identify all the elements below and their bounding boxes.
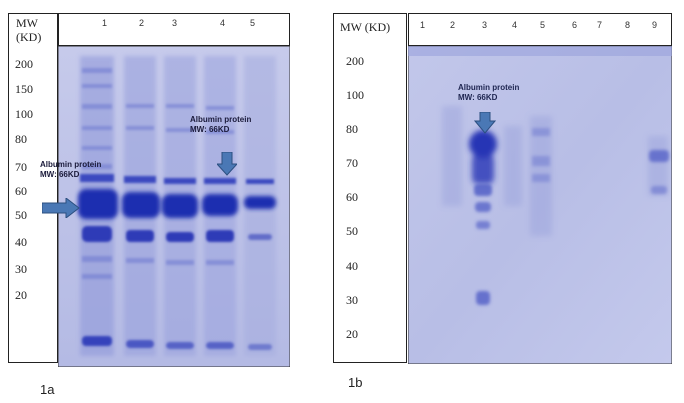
panel-b-lane-header-box — [408, 13, 672, 46]
panel-b-mw-100: 100 — [346, 88, 364, 102]
panel-a-lane-5: 5 — [250, 18, 256, 28]
panel-b-mw-30: 30 — [346, 293, 358, 307]
panel-a-mw-100: 100 — [15, 107, 33, 121]
panel-a-mw-200: 200 — [15, 57, 33, 71]
panel-a-caption: 1a — [40, 382, 55, 397]
panel-b-down-arrow-icon — [474, 112, 496, 134]
panel-b-lane-5: 5 — [540, 20, 546, 30]
panel-b-marker-box — [333, 13, 407, 363]
panel-a-marker-box — [8, 13, 58, 363]
panel-b-annotation: Albumin protein MW: 66KD — [458, 83, 520, 102]
panel-a-mw-header: MW (KD) — [16, 16, 42, 44]
panel-b-lane-1: 1 — [420, 20, 426, 30]
panel-b-lane-6: 6 — [572, 20, 578, 30]
panel-a-left-arrow-icon — [42, 198, 80, 218]
panel-b-lane-3: 3 — [482, 20, 488, 30]
panel-a-mw-80: 80 — [15, 132, 27, 146]
panel-a-lane-4: 4 — [220, 18, 226, 28]
panel-a-lane-header-box — [58, 13, 290, 46]
panel-b-lane-7: 7 — [597, 20, 603, 30]
panel-a-mw-70: 70 — [15, 160, 27, 174]
panel-b-mw-header: MW (KD) — [340, 20, 391, 34]
panel-a-annotation-right: Albumin protein MW: 66KD — [190, 115, 252, 134]
panel-b-mw-80: 80 — [346, 122, 358, 136]
panel-a-mw-50: 50 — [15, 208, 27, 222]
panel-a-mw-30: 30 — [15, 262, 27, 276]
panel-a-lane-3: 3 — [172, 18, 178, 28]
panel-b-mw-70: 70 — [346, 156, 358, 170]
panel-a-lane-2: 2 — [139, 18, 145, 28]
panel-b-lane-2: 2 — [450, 20, 456, 30]
panel-b-mw-50: 50 — [346, 224, 358, 238]
panel-b-mw-40: 40 — [346, 259, 358, 273]
panel-a-mw-60: 60 — [15, 184, 27, 198]
panel-a-mw-150: 150 — [15, 82, 33, 96]
panel-a-down-arrow-icon — [217, 152, 237, 176]
panel-b-lane-9: 9 — [652, 20, 658, 30]
panel-b-gel-image — [408, 46, 672, 364]
panel-b-lane-4: 4 — [512, 20, 518, 30]
panel-b-mw-200: 200 — [346, 54, 364, 68]
panel-b-mw-60: 60 — [346, 190, 358, 204]
panel-a-mw-40: 40 — [15, 235, 27, 249]
panel-a-mw-20: 20 — [15, 288, 27, 302]
panel-b-mw-20: 20 — [346, 327, 358, 341]
panel-b-caption: 1b — [348, 375, 363, 390]
panel-a-lane-1: 1 — [102, 18, 108, 28]
panel-b-lane-8: 8 — [625, 20, 631, 30]
panel-a-annotation-left: Albumin protein MW: 66KD — [40, 160, 102, 179]
panel-a-gel-image — [58, 46, 290, 367]
